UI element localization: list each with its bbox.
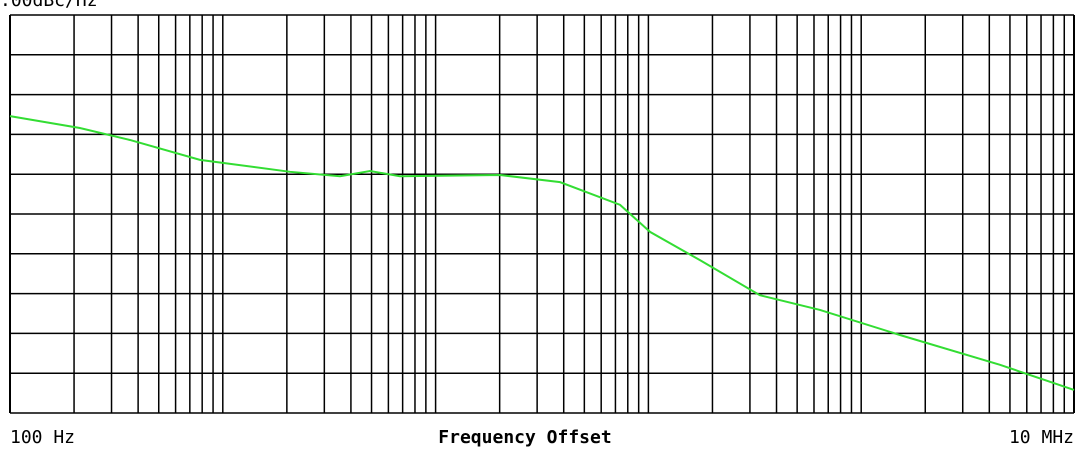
data-line	[9, 115, 1075, 391]
scale-label: .00dBc/Hz	[0, 0, 98, 11]
x-axis-label: Frequency Offset	[438, 427, 611, 448]
x-tick-label: 100 Hz	[10, 427, 75, 448]
x-tick-label: 10 MHz	[1009, 427, 1074, 448]
